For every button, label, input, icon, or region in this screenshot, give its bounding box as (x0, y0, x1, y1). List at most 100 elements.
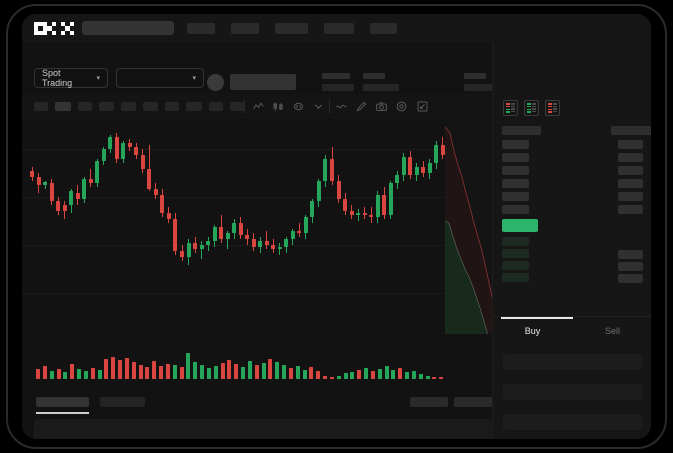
volume-bar (131, 362, 136, 379)
timeframe-9[interactable] (230, 102, 245, 111)
orderbook-header-price[interactable] (502, 126, 541, 135)
candlestick-plot (22, 119, 472, 334)
order-amount-input[interactable] (503, 384, 642, 400)
orderbook-last-price[interactable] (502, 219, 538, 232)
stat-value (322, 84, 354, 91)
timeframe-5[interactable] (143, 102, 158, 111)
bottom-tab-open-orders[interactable] (36, 397, 89, 407)
candlestick-icon[interactable] (272, 100, 285, 113)
volume-bar (398, 368, 403, 379)
timeframe-4[interactable] (121, 102, 136, 111)
orderbook-bid-amount-1[interactable] (618, 250, 643, 259)
orderbook-bid-price-1[interactable] (502, 249, 529, 258)
nav-item-5[interactable] (370, 23, 397, 34)
orderbook-ask-price-3[interactable] (502, 179, 529, 188)
orderbook-view-asks-icon[interactable] (545, 100, 560, 116)
nav-item-3[interactable] (275, 23, 308, 34)
tab-sell[interactable]: Sell (604, 326, 620, 336)
volume-bar (364, 368, 368, 379)
camera-icon[interactable] (375, 100, 388, 113)
volume-bar (42, 366, 47, 379)
orderbook-ask-price-1[interactable] (502, 153, 529, 162)
timeframe-7[interactable] (186, 102, 202, 111)
volume-bar (70, 364, 75, 379)
orderbook-ask-amount-3[interactable] (618, 179, 643, 188)
bottom-tab-order-history[interactable] (100, 397, 145, 407)
timeframe-0[interactable] (34, 102, 48, 111)
orderbook-ask-price-4[interactable] (502, 192, 529, 201)
nav-item-2[interactable] (231, 23, 259, 34)
tab-buy[interactable]: Buy (524, 326, 541, 336)
volume-bar (391, 370, 396, 379)
orderbook-ask-price-0[interactable] (502, 140, 529, 149)
nav-item-1[interactable] (187, 23, 215, 34)
volume-bar (159, 366, 163, 379)
volume-bar (343, 373, 348, 379)
timeframe-3[interactable] (99, 102, 114, 111)
chevron-down-icon: ▾ (96, 75, 100, 82)
trade-sidebar: Buy Sell (492, 42, 651, 439)
stat-value (464, 84, 496, 91)
volume-bar (111, 357, 116, 379)
order-total-input[interactable] (503, 414, 642, 430)
timeframe-1[interactable] (55, 102, 71, 111)
market-type-selector[interactable]: Spot Trading ▾ (34, 68, 108, 88)
volume-bar (425, 376, 430, 379)
stat-value (363, 84, 399, 91)
search-input[interactable] (82, 21, 174, 35)
chart-gridline (22, 197, 472, 198)
orderbook-ask-amount-4[interactable] (618, 192, 643, 201)
volume-bar (179, 367, 184, 379)
pair-selector[interactable]: ▾ (116, 68, 204, 88)
chevron-down-icon: ▾ (192, 75, 196, 82)
volume-bar (227, 360, 232, 379)
bottom-action-1[interactable] (410, 397, 448, 407)
active-tab-underline (501, 317, 573, 319)
volume-bar (90, 368, 95, 379)
timeframe-8[interactable] (209, 102, 223, 111)
orderbook-bid-amount-3[interactable] (618, 274, 643, 283)
orderbook-ask-price-2[interactable] (502, 166, 529, 175)
stat-high-24h (464, 73, 496, 91)
volume-bar (165, 364, 170, 379)
toolbar-divider (329, 100, 330, 113)
settings-icon[interactable] (395, 100, 408, 113)
wave-icon[interactable] (335, 100, 348, 113)
buy-sell-tabs: Buy Sell (493, 316, 651, 347)
timeframe-6[interactable] (165, 102, 179, 111)
volume-bar (124, 358, 129, 379)
chevron-down-icon[interactable] (312, 100, 325, 113)
volume-bar (288, 368, 293, 379)
okx-logo-icon[interactable] (34, 22, 74, 35)
nav-item-4[interactable] (324, 23, 354, 34)
volume-bar (329, 377, 334, 379)
orderbook-ask-amount-0[interactable] (618, 140, 643, 149)
bottom-action-2[interactable] (454, 397, 492, 407)
orderbook-ask-price-5[interactable] (502, 205, 529, 214)
indicators-icon[interactable] (292, 100, 305, 113)
orderbook-bid-amount-2[interactable] (618, 262, 643, 271)
app-screen: Spot Trading ▾ ▾ (22, 14, 651, 439)
chart-gridline (22, 149, 472, 150)
volume-bar (302, 370, 307, 379)
fullscreen-icon[interactable] (416, 100, 429, 113)
volume-bar (439, 377, 444, 379)
volume-bar (186, 353, 191, 379)
orderbook-ask-amount-2[interactable] (618, 166, 643, 175)
line-chart-icon[interactable] (252, 100, 265, 113)
order-price-input[interactable] (503, 354, 642, 370)
orderbook-bid-price-2[interactable] (502, 261, 529, 270)
orderbook-ask-amount-1[interactable] (618, 153, 643, 162)
orderbook-view-both-icon[interactable] (503, 100, 518, 116)
orderbook-header-amount[interactable] (611, 126, 651, 135)
orderbook-bid-price-0[interactable] (502, 237, 529, 246)
volume-bar (234, 364, 239, 379)
order-book[interactable] (493, 124, 651, 316)
orderbook-view-bids-icon[interactable] (524, 100, 539, 116)
stat-change-24h (363, 73, 399, 91)
timeframe-2[interactable] (78, 102, 92, 111)
orderbook-bid-price-3[interactable] (502, 273, 529, 282)
orderbook-ask-amount-5[interactable] (618, 205, 643, 214)
pencil-icon[interactable] (355, 100, 368, 113)
